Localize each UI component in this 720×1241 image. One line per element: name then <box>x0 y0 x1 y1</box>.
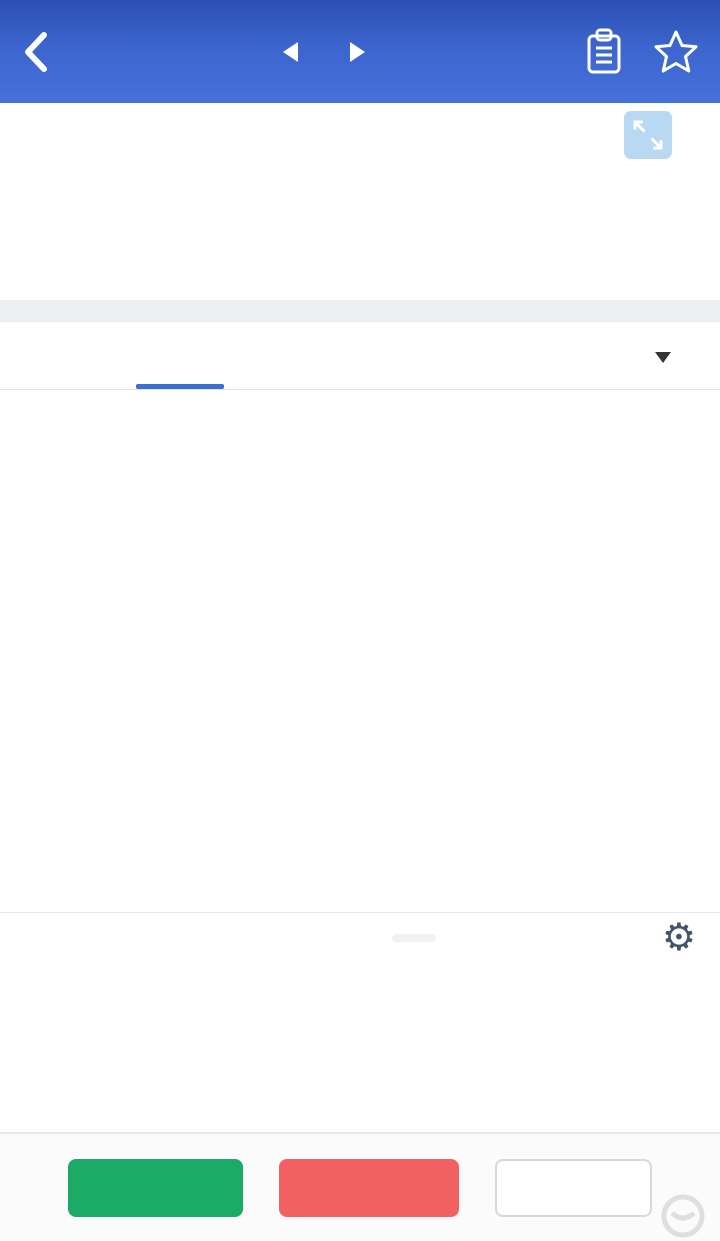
prev-symbol-icon[interactable] <box>283 41 298 62</box>
settings-gear-icon[interactable]: ⚙ <box>661 917 696 959</box>
tab-daily[interactable] <box>360 322 480 389</box>
app-header <box>0 0 720 103</box>
back-chevron-icon <box>25 31 47 72</box>
candlestick-chart[interactable] <box>0 390 720 912</box>
pending-order-button[interactable] <box>495 1158 652 1217</box>
header-actions <box>582 27 700 77</box>
tab-minute-chart[interactable] <box>0 322 120 389</box>
favorite-star-icon[interactable] <box>652 28 700 76</box>
chevron-down-icon <box>655 352 671 363</box>
indicator-tab-rsi[interactable] <box>208 934 228 942</box>
indicator-tabs <box>24 934 662 942</box>
wikifx-logo-icon <box>661 1194 705 1238</box>
trade-action-bar <box>0 1133 720 1241</box>
tab-4h[interactable] <box>240 322 360 389</box>
atr-indicator-chart[interactable] <box>0 963 720 1133</box>
indicator-tab-macd[interactable] <box>24 934 44 942</box>
price-row <box>22 135 698 159</box>
section-divider <box>0 300 720 322</box>
next-symbol-icon[interactable] <box>350 41 365 62</box>
tab-weekly[interactable] <box>480 322 600 389</box>
fullscreen-button[interactable] <box>624 111 672 159</box>
buy-button[interactable] <box>279 1158 460 1217</box>
back-button[interactable] <box>20 26 66 78</box>
sell-button[interactable] <box>68 1158 244 1217</box>
orders-clipboard-icon[interactable] <box>582 27 626 77</box>
active-tab-underline <box>136 384 224 389</box>
atr-chart-svg <box>0 963 720 1133</box>
indicator-bar: ⚙ <box>0 912 720 963</box>
candlestick-chart-svg <box>0 390 720 912</box>
indicator-tab-atr[interactable] <box>392 934 436 942</box>
indicator-tab-kdj[interactable] <box>116 934 136 942</box>
wikifx-watermark <box>660 1193 714 1239</box>
indicator-tab-adx[interactable] <box>300 934 320 942</box>
timeframe-tabs <box>0 322 720 390</box>
quote-panel <box>0 103 720 300</box>
tab-minutes-dropdown[interactable] <box>600 322 720 389</box>
symbol-switcher <box>283 41 365 62</box>
expand-arrows-icon <box>633 120 663 150</box>
tab-1h[interactable] <box>120 322 240 389</box>
